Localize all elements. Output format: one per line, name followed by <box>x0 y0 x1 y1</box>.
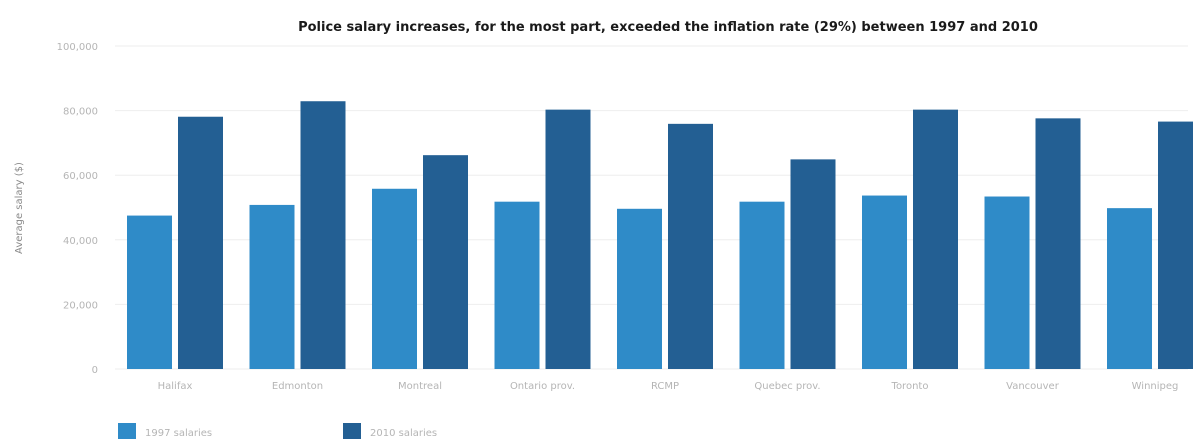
x-axis-categories: Halifax Edmonton Montreal Ontario prov. RCMP… <box>158 381 1179 392</box>
bars <box>127 101 1193 370</box>
x-category-label: Quebec prov. <box>754 381 820 392</box>
legend-swatch <box>343 423 361 439</box>
y-tick-label: 0 <box>92 365 98 376</box>
bar <box>545 109 591 370</box>
x-category-label: Halifax <box>158 381 193 392</box>
chart-title: Police salary increases, for the most pa… <box>298 20 1038 35</box>
bar <box>668 123 713 369</box>
x-category-label: RCMP <box>651 381 679 392</box>
x-category-label: Montreal <box>398 381 442 392</box>
bar <box>913 109 958 370</box>
bar <box>1158 121 1193 369</box>
y-axis-ticks: 0 20,000 40,000 60,000 80,000 100,000 <box>57 42 98 376</box>
legend-label: 2010 salaries <box>370 428 437 439</box>
x-category-label: Edmonton <box>272 381 323 392</box>
bar <box>300 101 346 369</box>
bar <box>617 208 662 369</box>
bar <box>984 196 1030 369</box>
bar <box>790 159 836 369</box>
legend-label: 1997 salaries <box>145 428 212 439</box>
y-tick-label: 80,000 <box>63 107 98 118</box>
bar <box>739 201 785 369</box>
legend: 1997 salaries 2010 salaries <box>118 423 437 439</box>
x-category-label: Toronto <box>891 381 929 392</box>
x-category-label: Vancouver <box>1006 381 1060 392</box>
bar <box>178 116 223 369</box>
bar <box>1107 208 1152 369</box>
y-tick-label: 20,000 <box>63 300 98 311</box>
bar <box>494 201 540 369</box>
bar <box>249 204 295 369</box>
y-tick-label: 60,000 <box>63 171 98 182</box>
bar <box>862 195 907 369</box>
legend-swatch <box>118 423 136 439</box>
x-category-label: Winnipeg <box>1132 381 1179 392</box>
bar <box>423 155 468 369</box>
y-tick-label: 40,000 <box>63 236 98 247</box>
bar <box>1035 118 1081 370</box>
bar <box>127 215 172 369</box>
x-category-label: Ontario prov. <box>510 381 575 392</box>
bar <box>372 188 417 369</box>
y-tick-label: 100,000 <box>57 42 98 53</box>
y-axis-label: Average salary ($) <box>14 162 25 254</box>
